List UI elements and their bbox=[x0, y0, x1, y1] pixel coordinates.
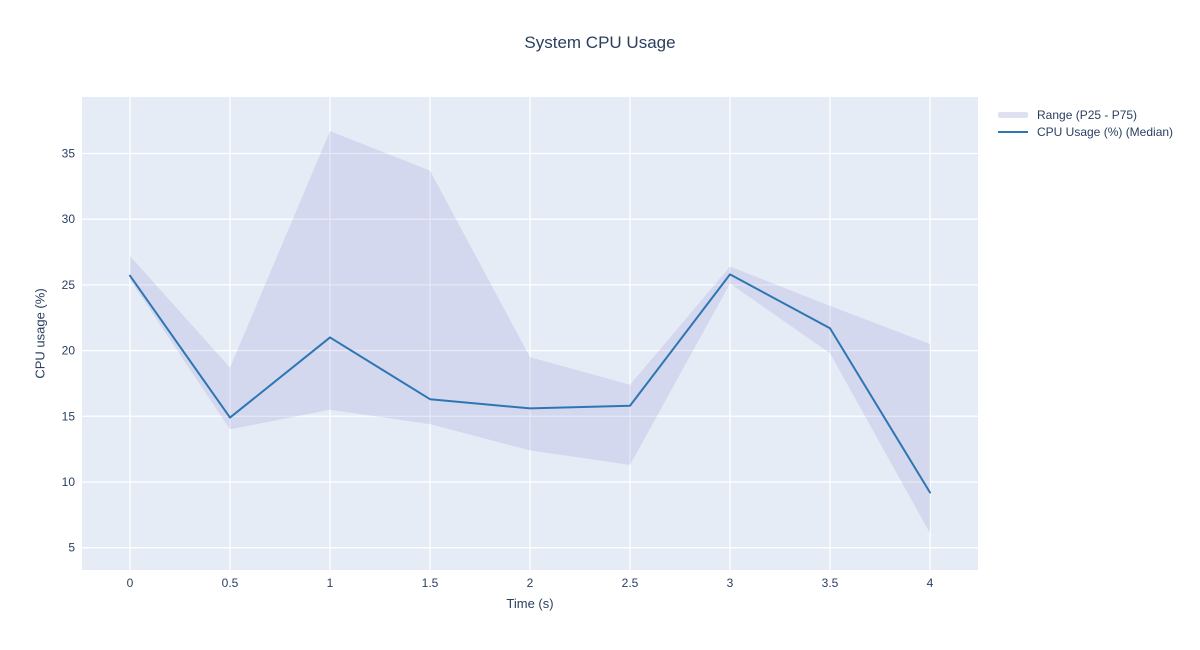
y-tick-label: 15 bbox=[62, 409, 76, 423]
x-tick-label: 1.5 bbox=[422, 576, 439, 590]
legend-label-range: Range (P25 - P75) bbox=[1037, 107, 1138, 122]
line-swatch-icon bbox=[998, 123, 1028, 140]
x-tick-label: 1 bbox=[327, 576, 334, 590]
legend-label-median: CPU Usage (%) (Median) bbox=[1037, 124, 1174, 139]
x-tick-label: 4 bbox=[927, 576, 934, 590]
legend-item-median[interactable]: CPU Usage (%) (Median) bbox=[998, 123, 1173, 140]
x-tick-label: 2.5 bbox=[622, 576, 639, 590]
median-line bbox=[129, 273, 931, 494]
range-band bbox=[130, 131, 930, 534]
y-tick-label: 30 bbox=[62, 212, 76, 226]
y-axis-title: CPU usage (%) bbox=[32, 288, 48, 379]
x-tick-label: 0.5 bbox=[222, 576, 239, 590]
legend-item-range[interactable]: Range (P25 - P75) bbox=[998, 106, 1173, 123]
y-tick-label: 25 bbox=[62, 278, 76, 292]
x-tick-label: 3.5 bbox=[822, 576, 839, 590]
y-tick-label: 35 bbox=[62, 146, 76, 160]
x-axis-title: Time (s) bbox=[506, 596, 554, 611]
x-tick-label: 2 bbox=[527, 576, 534, 590]
y-tick-label: 20 bbox=[62, 344, 76, 358]
x-tick-label: 0 bbox=[127, 576, 134, 590]
y-tick-label: 10 bbox=[62, 475, 76, 489]
x-tick-label: 3 bbox=[727, 576, 734, 590]
y-tick-label: 5 bbox=[68, 541, 75, 555]
band-swatch-icon bbox=[998, 106, 1028, 123]
chart-title: System CPU Usage bbox=[524, 33, 676, 52]
legend: Range (P25 - P75) CPU Usage (%) (Median) bbox=[998, 106, 1173, 140]
